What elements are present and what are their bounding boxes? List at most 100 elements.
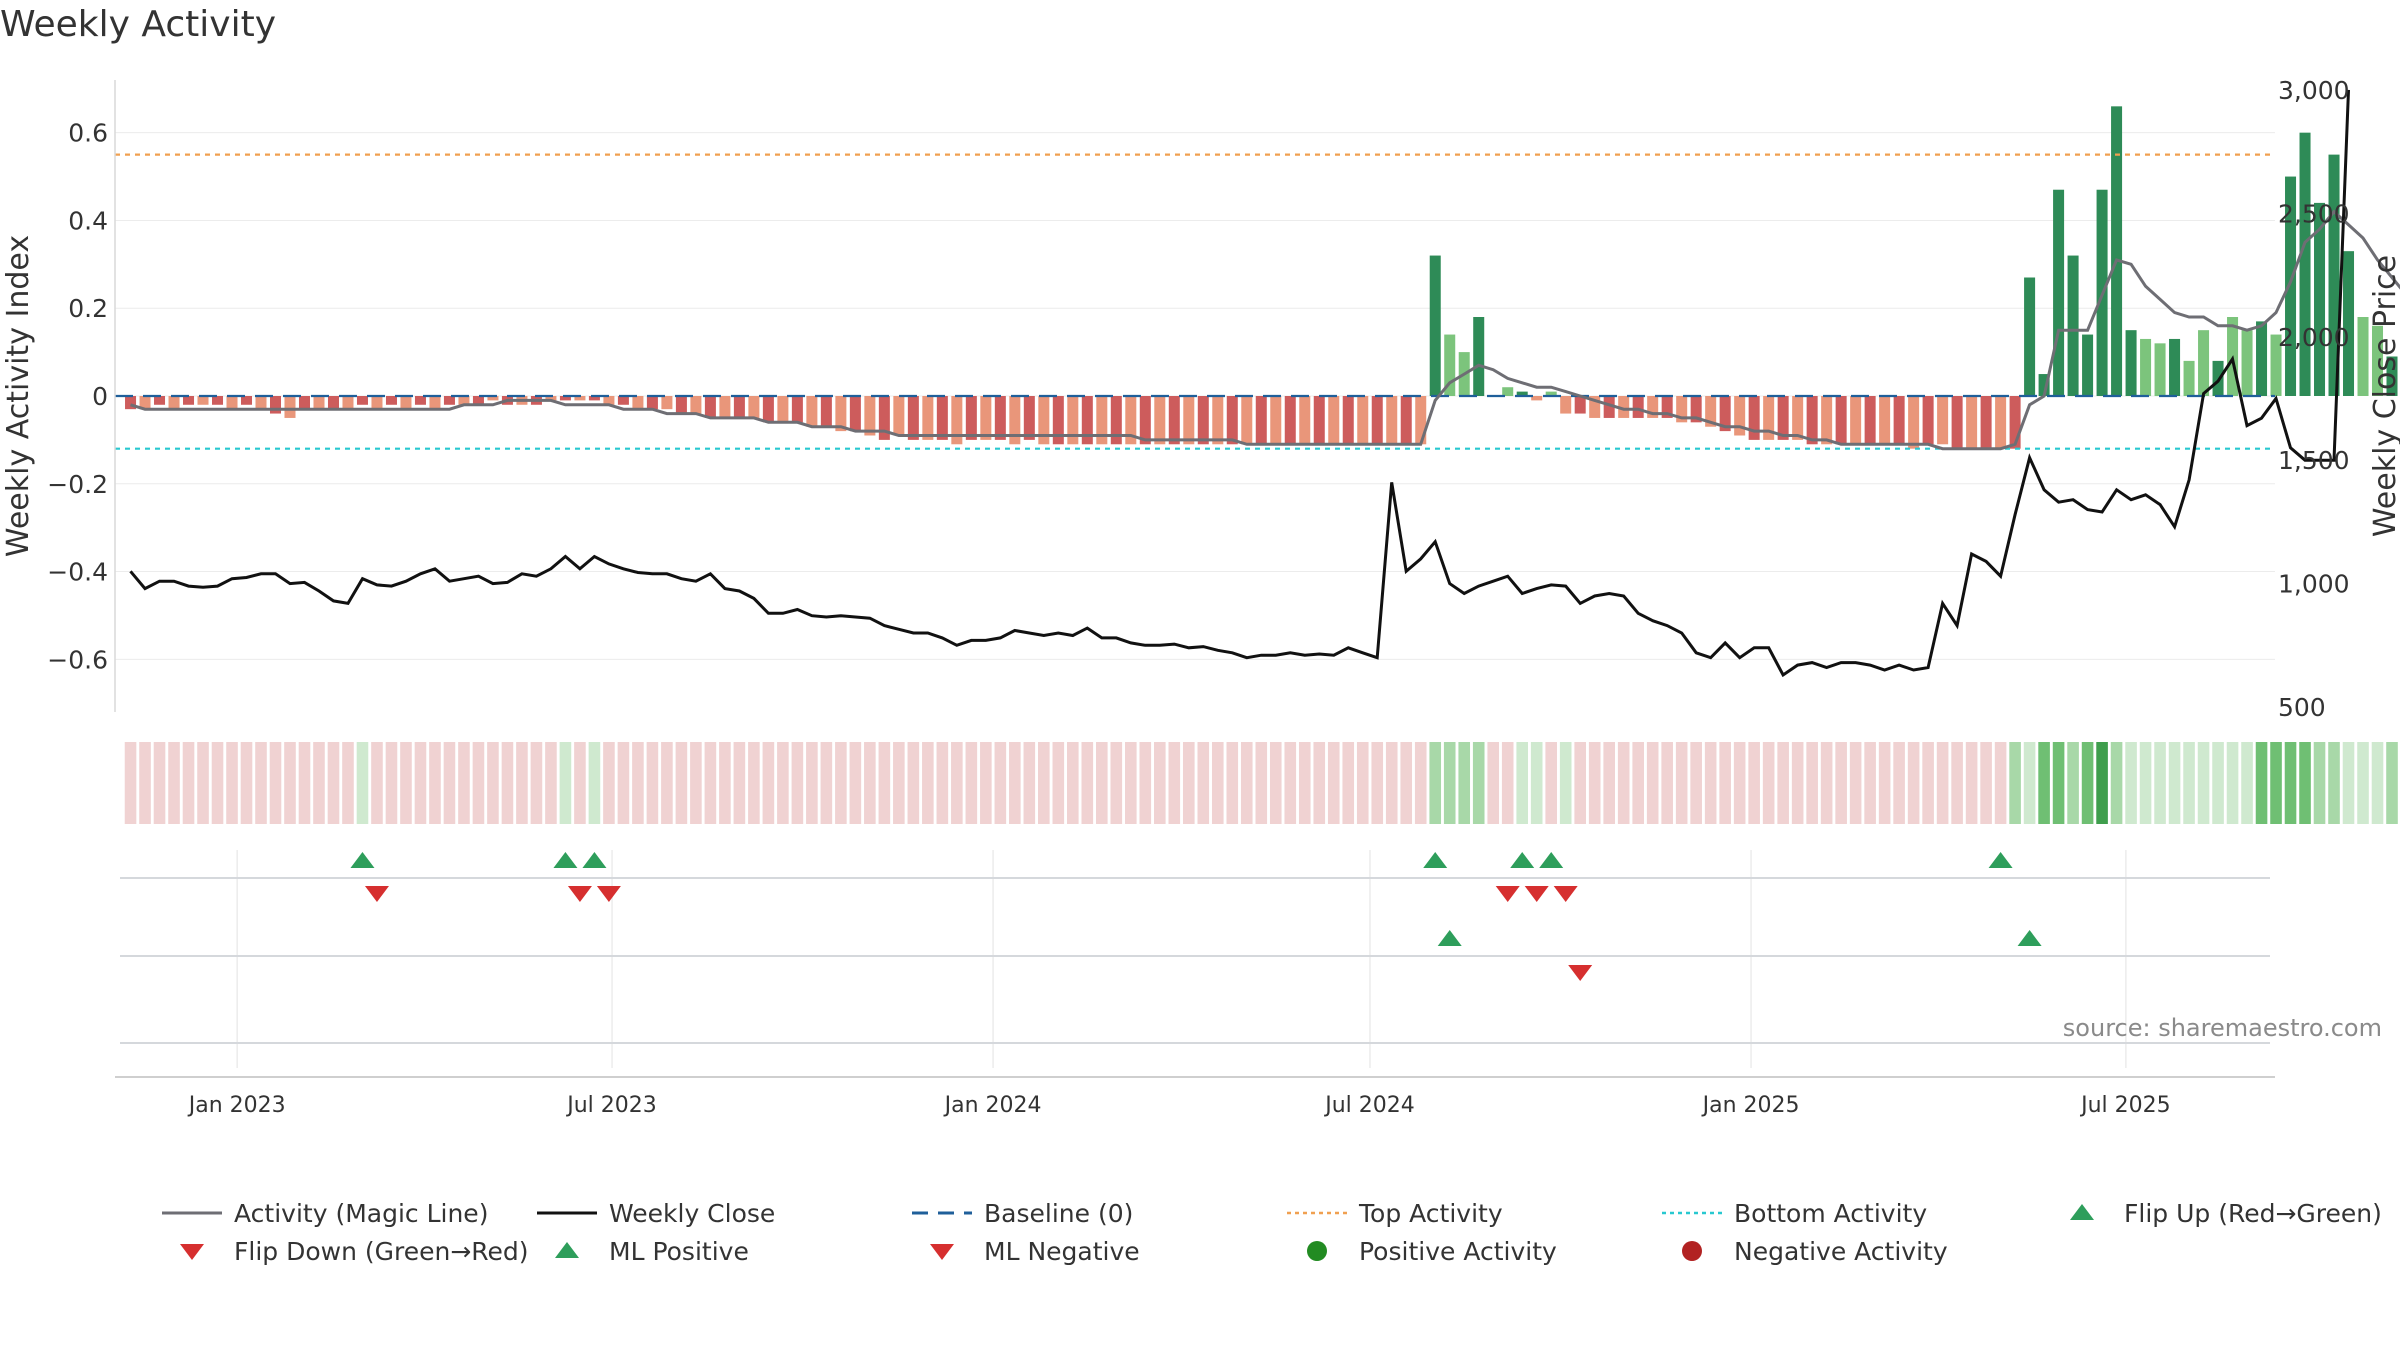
strip-cell (2212, 742, 2224, 824)
strip-cell (1893, 742, 1905, 824)
strip-cell (458, 742, 470, 824)
activity-bar (1023, 396, 1035, 440)
activity-bar (762, 396, 774, 423)
legend-symbol-icon (912, 1211, 972, 1215)
strip-cell (139, 742, 151, 824)
strip-cell (1675, 742, 1688, 824)
strip-cell (2154, 742, 2166, 824)
activity-bar (1951, 396, 1963, 449)
activity-bar (1270, 396, 1282, 445)
activity-bar (545, 396, 557, 401)
strip-cell (1226, 742, 1239, 824)
x-tick-label: Jul 2025 (2079, 1093, 2171, 1118)
x-tick-label: Jan 2023 (187, 1093, 286, 1118)
strip-cell (2328, 742, 2340, 824)
activity-color-strip (124, 742, 2398, 824)
flip-up-marker (553, 852, 578, 868)
strip-cell (1748, 742, 1760, 824)
strip-cell (1255, 742, 1268, 824)
strip-cell (1791, 742, 1804, 824)
strip-cell (1965, 742, 1978, 824)
activity-bar (429, 396, 441, 410)
activity-bar (1400, 396, 1412, 445)
strip-cell (472, 742, 485, 824)
activity-bar (1864, 396, 1876, 445)
y-tick-label: 0.4 (68, 206, 108, 235)
strip-cell (2052, 742, 2065, 824)
strip-cell (2299, 742, 2311, 824)
activity-bar (371, 396, 383, 410)
activity-bar (1893, 396, 1905, 445)
strip-cell (1777, 742, 1789, 824)
strip-cell (1501, 742, 1514, 824)
activity-bar (777, 396, 789, 423)
activity-bar (936, 396, 948, 440)
strip-cell (1096, 742, 1108, 824)
strip-cell (1356, 742, 1369, 824)
activity-bar (1183, 396, 1195, 445)
strip-cell (327, 742, 340, 824)
strip-cell (878, 742, 891, 824)
activity-bar (1197, 396, 1209, 445)
strip-cell (313, 742, 325, 824)
strip-cell (2067, 742, 2079, 824)
activity-bar (2038, 374, 2050, 396)
grid-layer (115, 132, 2275, 1068)
activity-bar (414, 396, 426, 405)
strip-cell (791, 742, 804, 824)
flip-up-marker (350, 852, 375, 868)
activity-bar (791, 396, 803, 423)
strip-cell (414, 742, 427, 824)
activity-bar (1690, 396, 1702, 423)
x-tick-label: Jan 2024 (943, 1093, 1042, 1118)
legend-label: Flip Down (Green→Red) (234, 1236, 529, 1266)
activity-bar (1560, 396, 1572, 414)
legend-label: Bottom Activity (1734, 1198, 1928, 1228)
legend-label: Top Activity (1359, 1198, 1503, 1228)
flip-up-marker (1988, 852, 2013, 868)
strip-cell (1603, 742, 1615, 824)
activity-bar (1255, 396, 1267, 445)
activity-bar (139, 396, 151, 410)
activity-bar (1980, 396, 1992, 449)
legend-symbol-icon (1682, 1241, 1702, 1261)
y2-axis-title: Weekly Close Price (2368, 255, 2400, 537)
activity-bar (1110, 396, 1122, 445)
legend: Activity (Magic Line) Weekly Close Baselin… (160, 1198, 2400, 1288)
activity-bar (603, 396, 615, 405)
strip-cell (1820, 742, 1833, 824)
activity-bar (1444, 334, 1456, 396)
activity-bar (849, 396, 861, 432)
activity-bar (255, 396, 267, 410)
legend-symbol-icon (537, 1211, 597, 1215)
legend-symbol-icon (1662, 1211, 1722, 1215)
y-axis-title: Weekly Activity Index (1, 235, 36, 557)
activity-bar (1632, 396, 1644, 418)
strip-cell (690, 742, 702, 824)
strip-cell (2386, 742, 2398, 824)
strip-cell (385, 742, 398, 824)
strip-cell (762, 742, 775, 824)
strip-cell (1385, 742, 1398, 824)
strip-cell (1038, 742, 1050, 824)
strip-cell (1284, 742, 1297, 824)
activity-bar (1676, 396, 1688, 423)
strip-cell (1110, 742, 1123, 824)
strip-cell (820, 742, 833, 824)
legend-item: Activity (Magic Line) (160, 1198, 488, 1228)
y2-tick-label: 500 (2278, 693, 2326, 722)
strip-cell (1211, 742, 1224, 824)
activity-bar (951, 396, 963, 445)
strip-cell (1559, 742, 1572, 824)
strip-cell (733, 742, 746, 824)
activity-bar (1574, 396, 1586, 414)
activity-bar (617, 396, 629, 405)
activity-bar (1879, 396, 1891, 445)
ml-negative-marker (1568, 965, 1593, 981)
strip-cell (617, 742, 630, 824)
strip-cell (1023, 742, 1036, 824)
activity-bar (2285, 176, 2297, 396)
strip-cell (197, 742, 209, 824)
strip-cell (2371, 742, 2384, 824)
